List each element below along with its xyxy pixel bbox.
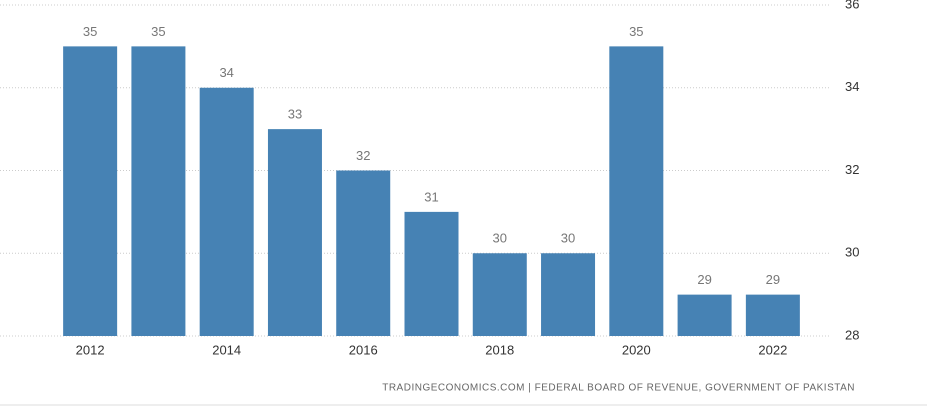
x-tick-label: 2016 bbox=[349, 342, 378, 357]
x-tick-label: 2018 bbox=[485, 342, 514, 357]
bar bbox=[131, 46, 186, 336]
value-label: 29 bbox=[697, 272, 711, 287]
bar bbox=[609, 46, 664, 336]
bar bbox=[63, 46, 118, 336]
value-label: 35 bbox=[629, 24, 643, 39]
bar bbox=[677, 294, 732, 336]
value-label: 30 bbox=[561, 231, 575, 246]
bar bbox=[472, 253, 527, 336]
value-label: 35 bbox=[151, 24, 165, 39]
value-label: 34 bbox=[219, 65, 233, 80]
x-tick-label: 2020 bbox=[622, 342, 651, 357]
y-tick-label: 36 bbox=[845, 0, 859, 11]
y-tick-label: 28 bbox=[845, 327, 859, 342]
value-label: 33 bbox=[288, 107, 302, 122]
value-label: 32 bbox=[356, 148, 370, 163]
x-tick-label: 2012 bbox=[76, 342, 105, 357]
y-tick-label: 30 bbox=[845, 245, 859, 260]
value-label: 35 bbox=[83, 24, 97, 39]
bar bbox=[267, 129, 322, 336]
bar bbox=[199, 87, 254, 336]
value-label: 30 bbox=[493, 231, 507, 246]
value-label: 31 bbox=[424, 189, 438, 204]
bar bbox=[404, 211, 459, 336]
bar bbox=[541, 253, 596, 336]
value-label: 29 bbox=[766, 272, 780, 287]
y-tick-label: 34 bbox=[845, 79, 859, 94]
x-tick-label: 2022 bbox=[758, 342, 787, 357]
source: TRADINGECONOMICS.COM | FEDERAL BOARD OF … bbox=[382, 383, 855, 394]
y-tick-label: 32 bbox=[845, 162, 859, 177]
bar bbox=[336, 170, 391, 336]
bar bbox=[745, 294, 800, 336]
x-tick-label: 2014 bbox=[212, 342, 241, 357]
